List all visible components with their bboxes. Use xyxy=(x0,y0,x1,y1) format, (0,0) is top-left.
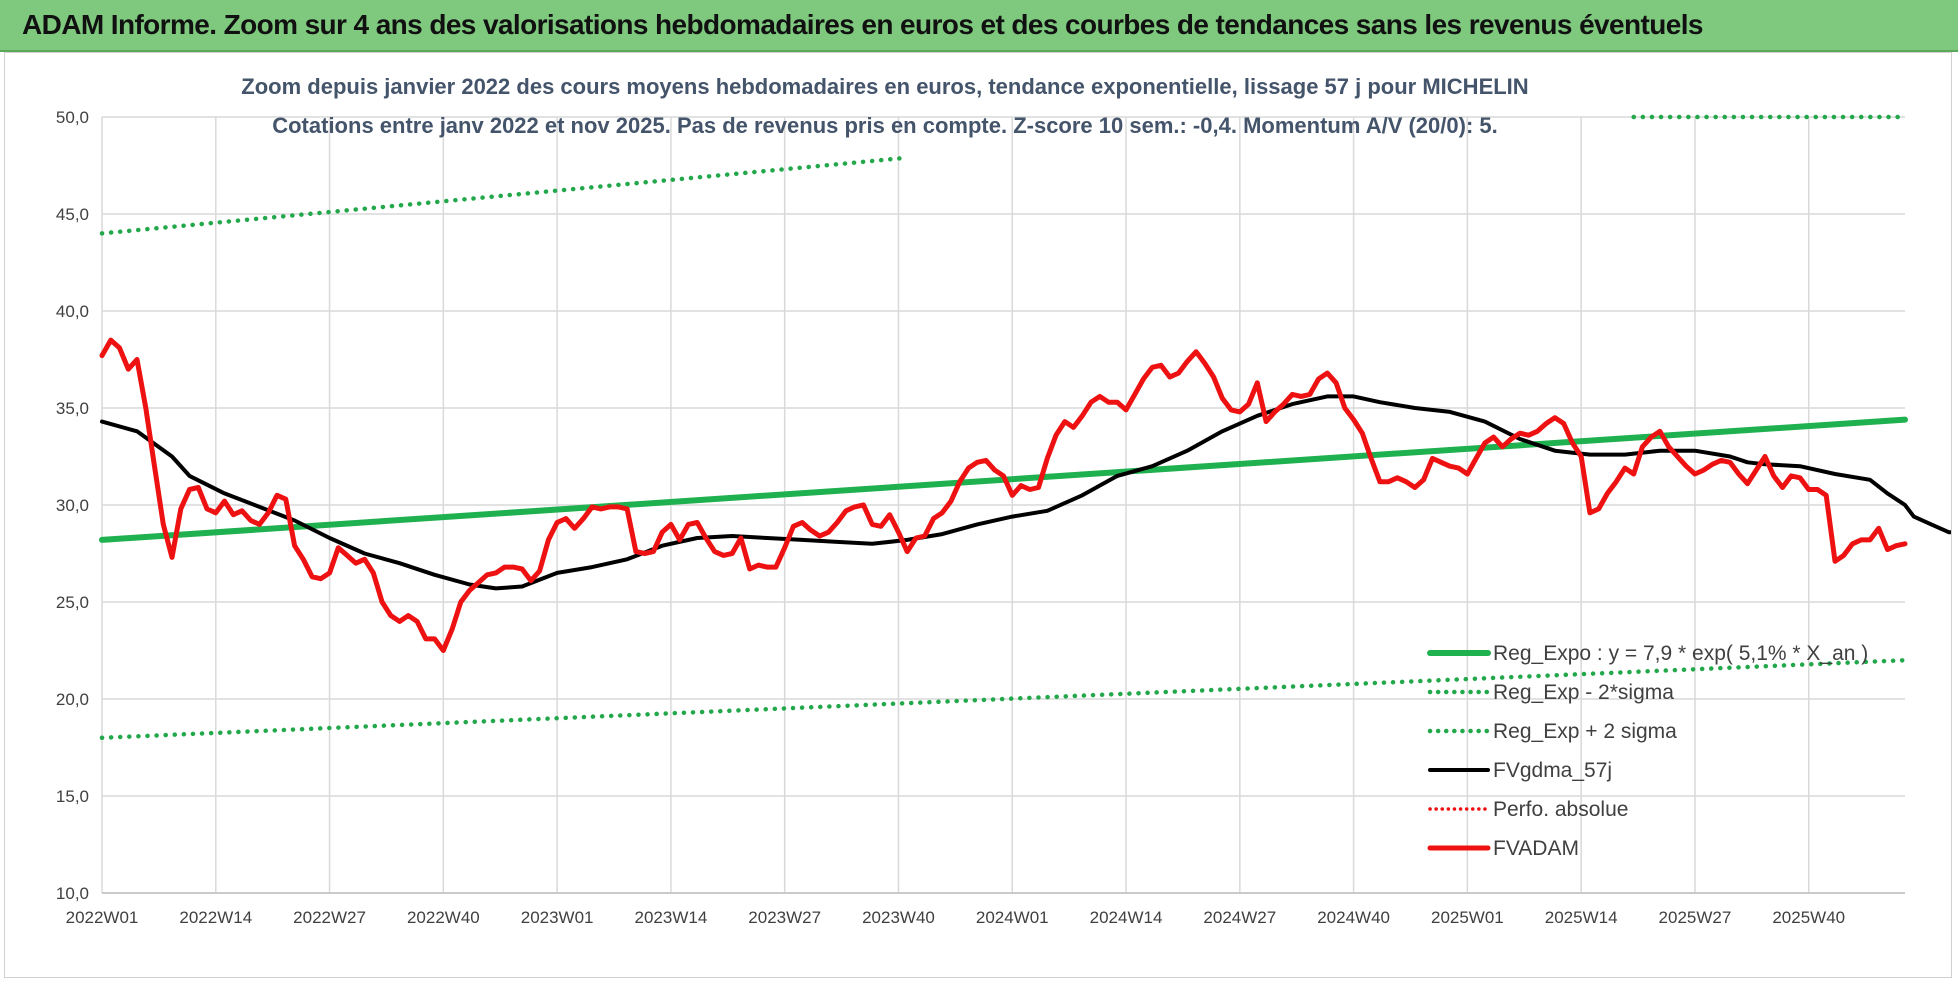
x-tick-label: 2022W01 xyxy=(66,908,139,927)
x-tick-label: 2023W14 xyxy=(635,908,708,927)
y-tick-label: 20,0 xyxy=(56,690,89,709)
legend-reg-minus-sigma: Reg_Exp - 2*sigma xyxy=(1427,681,1674,704)
legend-label: Perfo. absolue xyxy=(1493,798,1628,821)
x-tick-label: 2024W14 xyxy=(1090,908,1163,927)
x-tick-label: 2023W40 xyxy=(862,908,935,927)
fvgdma-series xyxy=(100,394,1951,591)
chart-title: Zoom depuis janvier 2022 des cours moyen… xyxy=(241,74,1528,99)
y-tick-label: 25,0 xyxy=(56,593,89,612)
chart-subtitle: Cotations entre janv 2022 et nov 2025. P… xyxy=(272,113,1498,138)
legend-reg-expo: Reg_Expo : y = 7,9 * exp( 5,1% * X_an ) xyxy=(1427,642,1868,665)
legend-label: FVgdma_57j xyxy=(1493,759,1612,782)
legend-perfo-absolue: Perfo. absolue xyxy=(1428,798,1628,821)
x-tick-label: 2024W40 xyxy=(1317,908,1390,927)
legend-label: Reg_Exp - 2*sigma xyxy=(1493,681,1674,704)
x-tick-label: 2023W01 xyxy=(521,908,594,927)
legend-label: Reg_Expo : y = 7,9 * exp( 5,1% * X_an ) xyxy=(1493,642,1868,665)
x-tick-label: 2025W01 xyxy=(1431,908,1504,927)
y-tick-label: 10,0 xyxy=(56,884,89,903)
banner-title: ADAM Informe. Zoom sur 4 ans des valoris… xyxy=(22,9,1703,40)
y-tick-label: 45,0 xyxy=(56,205,89,224)
header-banner: ADAM Informe. Zoom sur 4 ans des valoris… xyxy=(0,0,1958,52)
legend-label: Reg_Exp + 2 sigma xyxy=(1493,720,1677,743)
legend: Reg_Expo : y = 7,9 * exp( 5,1% * X_an ) R… xyxy=(1427,642,1868,860)
line-chart: 10,0 15,0 20,0 25,0 30,0 35,0 40,0 45,0 50,0 202… xyxy=(56,74,1951,927)
chart-frame: 10,0 15,0 20,0 25,0 30,0 35,0 40,0 45,0 50,0 202… xyxy=(4,52,1952,978)
x-tick-label: 2022W27 xyxy=(293,908,366,927)
y-tick-label: 40,0 xyxy=(56,302,89,321)
reg-minus-sigma-series xyxy=(99,657,1908,741)
x-tick-label: 2025W27 xyxy=(1659,908,1732,927)
x-tick-label: 2025W14 xyxy=(1545,908,1618,927)
x-tick-label: 2024W27 xyxy=(1203,908,1276,927)
x-tick-label: 2022W40 xyxy=(407,908,480,927)
x-axis-ticks: 2022W01 2022W14 2022W27 2022W40 2023W01 2023W… xyxy=(66,908,1846,927)
x-tick-label: 2022W14 xyxy=(179,908,252,927)
y-axis-ticks: 10,0 15,0 20,0 25,0 30,0 35,0 40,0 45,0 50,0 xyxy=(56,108,89,903)
legend-reg-plus-sigma: Reg_Exp + 2 sigma xyxy=(1427,720,1677,743)
legend-fvgdma: FVgdma_57j xyxy=(1428,759,1612,782)
gridlines xyxy=(101,116,1905,894)
reg-plus-sigma-series xyxy=(99,155,910,236)
y-tick-label: 30,0 xyxy=(56,496,89,515)
x-tick-label: 2024W01 xyxy=(976,908,1049,927)
y-tick-label: 50,0 xyxy=(56,108,89,127)
y-tick-label: 15,0 xyxy=(56,787,89,806)
x-tick-label: 2023W27 xyxy=(748,908,821,927)
series-layer xyxy=(99,114,1951,741)
legend-fvadam: FVADAM xyxy=(1427,837,1579,860)
fvadam-series xyxy=(99,337,1908,653)
legend-label: FVADAM xyxy=(1493,837,1579,860)
x-tick-label: 2025W40 xyxy=(1772,908,1845,927)
y-tick-label: 35,0 xyxy=(56,399,89,418)
